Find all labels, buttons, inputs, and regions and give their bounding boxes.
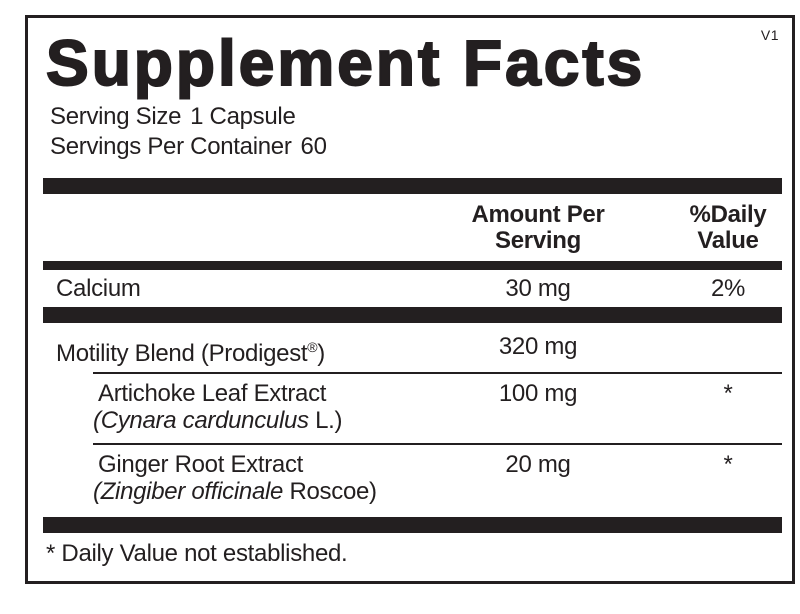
ingredient-latin-name: (Zingiber officinale Roscoe) [93, 478, 377, 505]
ingredient-amount: 20 mg [505, 451, 571, 478]
amount-header-line2: Serving [495, 227, 581, 254]
daily-value-header: %Daily Value [648, 202, 800, 254]
version-tag: V1 [760, 27, 779, 43]
table-row: Motility Blend (Prodigest®) 320 mg [28, 334, 792, 367]
supplement-facts-panel: V1 Supplement Facts Serving Size 1 Capsul… [25, 15, 795, 584]
ingredient-dv: * [723, 380, 733, 407]
ingredient-name: Artichoke Leaf Extract [98, 380, 327, 407]
divider-thick-calcium [43, 307, 782, 323]
ingredient-name: Ginger Root Extract [98, 451, 304, 478]
serving-size-line: Serving Size 1 Capsule [50, 102, 792, 132]
table-row: Calcium 30 mg 2% [28, 270, 792, 307]
daily-value-footnote: * Daily Value not established. [46, 540, 348, 567]
serving-size-value: 1 Capsule [190, 103, 296, 130]
ingredient-amount: 30 mg [505, 275, 571, 302]
servings-per-container-value: 60 [300, 133, 327, 160]
ingredient-latin-name: (Cynara cardunculus L.) [93, 407, 343, 434]
registered-trademark-symbol: ® [307, 339, 318, 355]
table-header-row: Amount Per Serving %Daily Value [28, 200, 792, 256]
ingredient-dv: * [723, 451, 733, 478]
ingredient-dv: 2% [710, 275, 746, 302]
serving-info: Serving Size 1 Capsule Servings Per Conta… [50, 102, 792, 162]
divider-hairline-artichoke [93, 443, 782, 445]
panel-title: Supplement Facts [45, 26, 646, 100]
table-row: Ginger Root Extract (Zingiber officinale… [28, 445, 792, 505]
dv-header-line2: Value [697, 227, 759, 254]
divider-hairline-motility [93, 372, 782, 374]
divider-thick-top [43, 178, 782, 194]
amount-header-line1: Amount Per [471, 201, 605, 228]
servings-per-container-label: Servings Per Container [50, 133, 292, 160]
servings-per-container-line: Servings Per Container 60 [50, 132, 792, 162]
dv-header-line1: %Daily [689, 201, 767, 228]
ingredient-name: Motility Blend (Prodigest®) [56, 339, 325, 367]
divider-medium-header [43, 261, 782, 270]
ingredient-name: Calcium [56, 275, 141, 302]
amount-per-serving-header: Amount Per Serving [428, 202, 648, 254]
divider-thick-bottom [43, 517, 782, 533]
serving-size-label: Serving Size [50, 103, 182, 130]
table-row: Artichoke Leaf Extract (Cynara carduncul… [28, 374, 792, 434]
ingredient-amount: 320 mg [498, 333, 578, 360]
ingredient-amount: 100 mg [498, 380, 578, 407]
